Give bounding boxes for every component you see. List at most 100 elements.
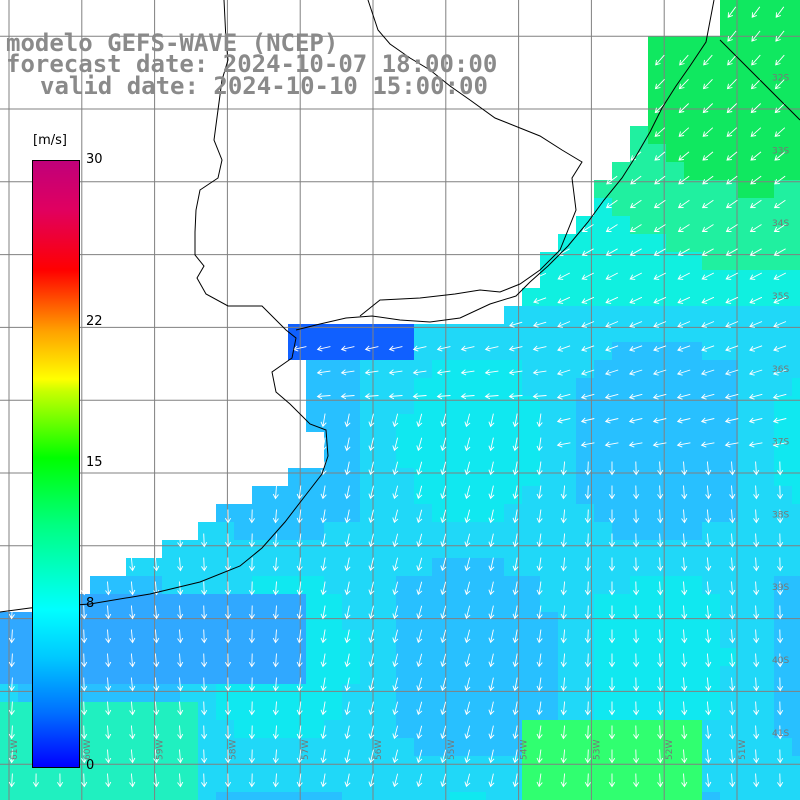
wind-arrow	[416, 485, 423, 500]
speed-cell	[252, 558, 270, 576]
wind-arrow	[705, 605, 712, 620]
wind-arrow	[344, 413, 351, 428]
wind-arrow	[177, 533, 184, 548]
speed-cell	[162, 594, 180, 612]
speed-cell	[666, 612, 684, 630]
wind-arrow	[201, 533, 208, 548]
wind-arrow	[201, 749, 208, 764]
speed-cell	[738, 612, 756, 630]
speed-cell	[738, 756, 756, 774]
speed-cell	[378, 342, 396, 360]
speed-cell	[504, 792, 522, 800]
speed-cell	[522, 738, 540, 756]
wind-arrow	[392, 605, 399, 620]
speed-cell	[630, 558, 648, 576]
speed-cell	[306, 504, 324, 522]
wind-arrow	[608, 773, 616, 788]
wind-arrow	[700, 441, 715, 448]
speed-cell	[630, 486, 648, 504]
speed-cell	[756, 522, 774, 540]
wind-arrow	[224, 677, 232, 692]
longitude-label: 51W	[738, 740, 748, 760]
wind-arrow	[392, 629, 399, 644]
longitude-label: 56W	[374, 740, 384, 760]
wind-arrow	[532, 345, 547, 352]
speed-cell	[720, 486, 738, 504]
wind-arrow	[629, 248, 642, 256]
speed-cell	[666, 540, 684, 558]
speed-cell	[252, 792, 270, 800]
wind-arrow	[105, 773, 112, 788]
wind-arrow	[584, 509, 591, 524]
speed-cell	[342, 594, 360, 612]
wind-arrow	[705, 653, 712, 668]
speed-cell	[414, 702, 432, 720]
speed-cell	[702, 324, 720, 342]
wind-arrow	[532, 321, 547, 328]
speed-cell	[594, 198, 612, 216]
speed-cell	[594, 756, 612, 774]
speed-cell	[540, 324, 558, 342]
speed-cell	[612, 522, 630, 540]
speed-cell	[738, 432, 756, 450]
speed-cell	[342, 684, 360, 702]
wind-arrow	[657, 701, 664, 716]
wind-arrow	[464, 653, 471, 668]
wind-arrow	[751, 6, 761, 18]
speed-cell	[234, 720, 252, 738]
wind-arrow	[224, 629, 232, 644]
speed-cell	[630, 774, 648, 792]
speed-cell	[216, 630, 234, 648]
wind-arrow	[344, 485, 351, 500]
speed-cell	[558, 756, 576, 774]
wind-arrow	[729, 461, 736, 476]
speed-cell	[702, 126, 720, 144]
wind-arrow	[464, 605, 471, 620]
speed-cell	[216, 540, 234, 558]
speed-cell	[558, 270, 576, 288]
speed-cell	[270, 774, 288, 792]
speed-cell	[594, 684, 612, 702]
wind-arrow	[729, 605, 736, 620]
wind-arrow	[368, 437, 375, 452]
speed-cell	[684, 576, 702, 594]
speed-cell	[540, 378, 558, 396]
speed-cell	[720, 450, 738, 468]
latitude-label: 36S	[772, 365, 789, 375]
speed-cell	[684, 126, 702, 144]
wind-arrow	[654, 175, 666, 185]
wind-arrow	[725, 224, 738, 232]
speed-cell	[144, 774, 162, 792]
speed-cell	[630, 666, 648, 684]
wind-arrow	[584, 605, 591, 620]
speed-cell	[540, 756, 558, 774]
speed-cell	[108, 684, 126, 702]
wind-arrow	[488, 653, 495, 668]
speed-cell	[792, 558, 800, 576]
wind-arrow	[608, 677, 616, 692]
speed-cell	[684, 216, 702, 234]
speed-cell	[612, 558, 630, 576]
speed-cell	[486, 432, 504, 450]
wind-arrow	[604, 417, 619, 424]
speed-cell	[738, 684, 756, 702]
speed-cell	[594, 180, 612, 198]
wind-arrow	[727, 6, 737, 18]
speed-cell	[468, 414, 486, 432]
wind-arrow	[560, 581, 567, 596]
wind-arrow	[753, 581, 760, 596]
speed-cell	[594, 342, 612, 360]
wind-arrow	[584, 581, 591, 596]
wind-arrow	[392, 581, 399, 596]
wind-arrow	[81, 677, 88, 692]
speed-cell	[378, 414, 396, 432]
speed-cell	[720, 666, 738, 684]
speed-cell	[144, 702, 162, 720]
wind-arrow	[392, 749, 399, 764]
speed-cell	[414, 486, 432, 504]
axis-labels: 61W 60W 59W 58W 57W 56W 55W 54W 53W 52W 51W32S33S3…	[10, 74, 789, 760]
wind-arrow	[702, 127, 714, 137]
speed-cell	[306, 684, 324, 702]
speed-cell	[738, 72, 756, 90]
